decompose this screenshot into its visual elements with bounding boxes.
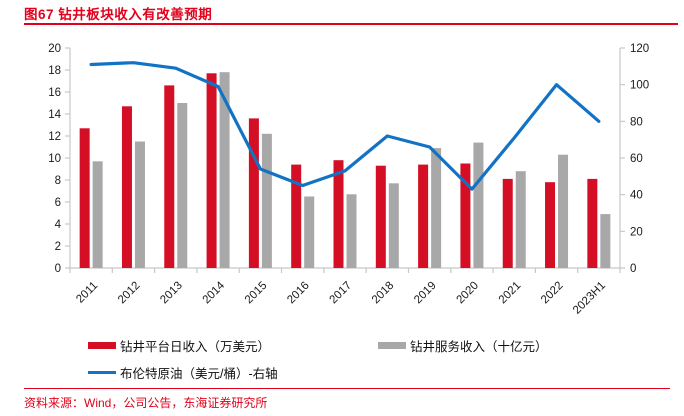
brent-line bbox=[89, 61, 601, 191]
bar-gray-2011 bbox=[92, 161, 103, 268]
bar-swatch-icon bbox=[378, 342, 406, 349]
bar-red-2019 bbox=[418, 164, 429, 268]
bar-red-2015 bbox=[248, 118, 259, 269]
x-label-2020: 2020 bbox=[454, 280, 481, 307]
bar-red-2016 bbox=[291, 164, 302, 268]
bar-gray-2016 bbox=[304, 196, 315, 268]
svg-text:80: 80 bbox=[630, 116, 643, 128]
x-label-2016: 2016 bbox=[285, 280, 312, 307]
bar-gray-2021 bbox=[515, 171, 526, 268]
bar-red-2014 bbox=[206, 73, 217, 268]
svg-text:20: 20 bbox=[630, 226, 643, 238]
legend-label: 钻井平台日收入（万美元） bbox=[120, 340, 271, 354]
source-note: 资料来源：Wind，公司公告，东海证券研究所 bbox=[24, 396, 268, 410]
bar-gray-2015 bbox=[261, 133, 272, 268]
bar-gray-2018 bbox=[388, 183, 399, 268]
bar-red-2023H1 bbox=[587, 178, 598, 268]
svg-text:2: 2 bbox=[55, 241, 61, 253]
x-label-2022: 2022 bbox=[539, 280, 566, 307]
x-label-2021: 2021 bbox=[497, 280, 524, 307]
bar-gray-2019 bbox=[431, 148, 442, 268]
bar-gray-2012 bbox=[134, 141, 145, 268]
svg-text:0: 0 bbox=[55, 263, 61, 275]
svg-text:10: 10 bbox=[48, 153, 61, 165]
bar-red-2022 bbox=[545, 182, 556, 268]
bar-red-2012 bbox=[121, 106, 132, 268]
bar-red-2017 bbox=[333, 160, 344, 268]
figure-title: 图67 钻井板块收入有改善预期 bbox=[24, 7, 213, 22]
x-label-2011: 2011 bbox=[74, 280, 100, 306]
legend-item-day-revenue: 钻井平台日收入（万美元） bbox=[88, 336, 378, 355]
drilling-revenue-brent-combo-chart: 0 2 4 6 8 10 12 14 16 18 20 0 20 40 60 80 100 120 2011 2012… bbox=[48, 43, 649, 317]
bar-gray-2022 bbox=[558, 154, 569, 268]
x-label-2014: 2014 bbox=[201, 279, 228, 306]
bar-red-2011 bbox=[79, 128, 90, 268]
x-label-2012: 2012 bbox=[116, 280, 143, 307]
svg-text:60: 60 bbox=[630, 153, 643, 165]
svg-text:20: 20 bbox=[48, 43, 61, 55]
svg-text:0: 0 bbox=[630, 263, 636, 275]
line-swatch-icon bbox=[88, 371, 116, 374]
x-label-2023H1: 2023H1 bbox=[571, 280, 608, 317]
legend-label: 钻井服务收入（十亿元） bbox=[410, 340, 548, 354]
chart-legend: 钻井平台日收入（万美元） 钻井服务收入（十亿元） 布伦特原油（美元/桶）-右轴 bbox=[88, 336, 648, 382]
x-label-2017: 2017 bbox=[328, 280, 355, 307]
x-label-2015: 2015 bbox=[243, 280, 270, 307]
x-label-2019: 2019 bbox=[412, 280, 439, 307]
bar-red-2018 bbox=[375, 165, 386, 268]
bar-gray-2020 bbox=[473, 142, 484, 268]
bar-red-2021 bbox=[502, 178, 513, 268]
svg-text:8: 8 bbox=[55, 175, 61, 187]
bar-gray-2017 bbox=[346, 194, 357, 268]
bar-red-2013 bbox=[164, 85, 175, 269]
bar-gray-2013 bbox=[177, 103, 188, 268]
svg-text:18: 18 bbox=[48, 65, 61, 77]
svg-text:12: 12 bbox=[48, 131, 61, 143]
title-divider bbox=[24, 23, 678, 25]
svg-text:120: 120 bbox=[630, 43, 649, 55]
legend-label: 布伦特原油（美元/桶）-右轴 bbox=[120, 367, 278, 381]
x-label-2013: 2013 bbox=[158, 280, 185, 307]
bar-swatch-icon bbox=[88, 342, 116, 349]
svg-text:16: 16 bbox=[48, 87, 61, 99]
svg-text:40: 40 bbox=[630, 190, 643, 202]
x-label-2018: 2018 bbox=[370, 280, 397, 307]
svg-text:6: 6 bbox=[55, 197, 61, 209]
svg-text:14: 14 bbox=[48, 109, 61, 121]
footer-divider bbox=[24, 388, 670, 389]
bar-red-2020 bbox=[460, 163, 471, 268]
bar-gray-2023H1 bbox=[600, 214, 611, 268]
svg-text:100: 100 bbox=[630, 80, 649, 92]
bar-gray-2014 bbox=[219, 72, 230, 268]
legend-item-service-revenue: 钻井服务收入（十亿元） bbox=[378, 336, 648, 355]
svg-text:4: 4 bbox=[55, 219, 62, 231]
legend-item-brent: 布伦特原油（美元/桶）-右轴 bbox=[88, 363, 378, 382]
